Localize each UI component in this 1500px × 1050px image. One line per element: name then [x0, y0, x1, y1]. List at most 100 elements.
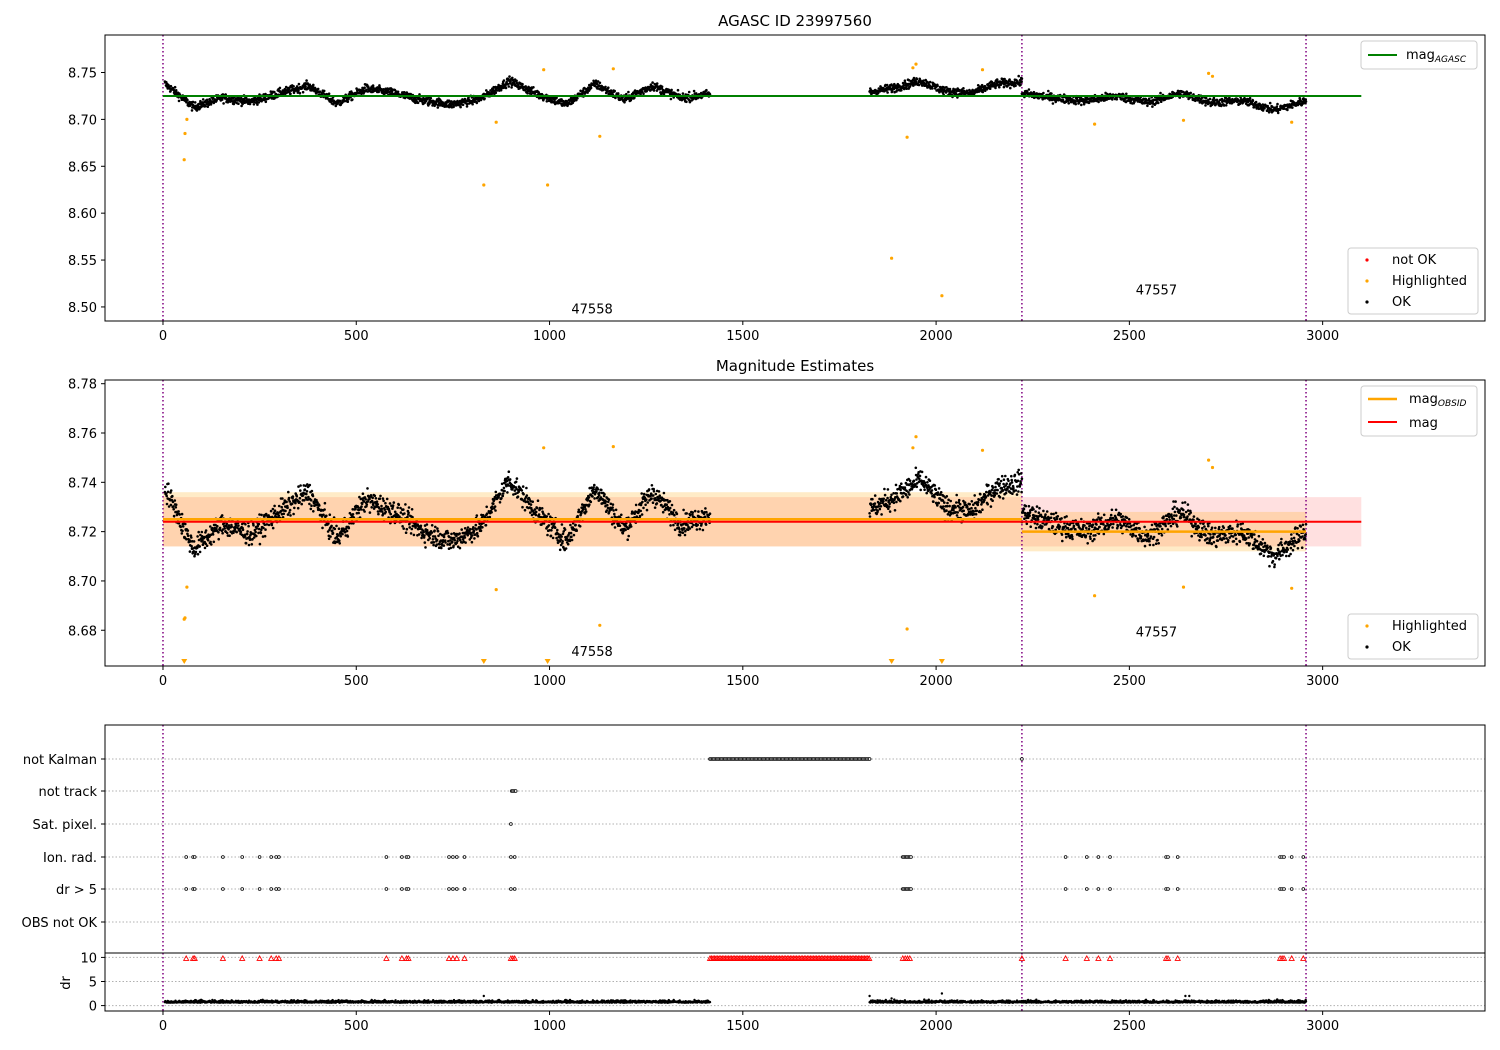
- ok-point: [288, 511, 291, 514]
- ok-point: [371, 496, 375, 500]
- ok-point: [900, 482, 903, 486]
- ok-point: [459, 105, 462, 109]
- ok-point: [341, 532, 344, 536]
- ok-point: [683, 533, 687, 537]
- ok-point: [570, 538, 574, 542]
- ok-point: [385, 497, 389, 501]
- ok-point: [886, 91, 889, 94]
- ok-point: [886, 496, 889, 500]
- legend-mag-agasc-subscript: AGASC: [1434, 55, 1467, 65]
- ok-point: [1251, 99, 1255, 103]
- ok-point: [380, 504, 383, 508]
- ok-point: [901, 495, 905, 498]
- ok-point: [955, 501, 958, 504]
- ok-point: [604, 500, 608, 503]
- ok-point: [930, 489, 934, 492]
- ok-point: [254, 530, 257, 534]
- ok-point: [257, 101, 261, 104]
- ok-point: [934, 488, 938, 492]
- ok-point: [1275, 105, 1279, 108]
- ok-point: [243, 535, 247, 538]
- ok-point: [299, 484, 302, 487]
- ok-point: [1204, 96, 1208, 100]
- ok-point: [1060, 533, 1064, 536]
- ok-point: [174, 503, 178, 507]
- ok-point: [259, 531, 263, 535]
- ok-point: [912, 76, 916, 80]
- ok-point: [937, 501, 940, 505]
- ok-point: [961, 505, 965, 509]
- ok-point: [616, 92, 620, 95]
- ok-point: [284, 509, 287, 513]
- ok-point: [351, 513, 355, 516]
- ok-point: [521, 505, 524, 509]
- ok-point: [1080, 103, 1083, 107]
- ok-point: [1049, 516, 1053, 519]
- ok-point: [882, 500, 885, 503]
- ok-point: [581, 89, 585, 92]
- ok-point: [1050, 92, 1053, 95]
- ok-point: [1025, 522, 1029, 526]
- ok-point: [678, 527, 681, 531]
- ok-point: [173, 85, 177, 89]
- ok-point: [903, 81, 907, 85]
- ok-point: [673, 513, 676, 517]
- ok-point: [311, 494, 315, 498]
- ok-point: [588, 503, 591, 507]
- ok-point: [507, 85, 511, 88]
- ok-point: [304, 85, 307, 89]
- ok-point: [264, 528, 267, 531]
- ok-point: [885, 83, 889, 87]
- ok-point: [1056, 515, 1060, 518]
- ok-point: [1042, 509, 1045, 513]
- ok-point: [638, 514, 642, 518]
- ok-point: [381, 497, 385, 500]
- ok-point: [668, 513, 671, 516]
- ok-point: [305, 492, 308, 496]
- ok-point: [460, 528, 464, 531]
- ok-point: [412, 533, 416, 537]
- ok-point: [308, 502, 311, 506]
- ok-point: [351, 98, 354, 101]
- ok-point: [1064, 535, 1068, 539]
- ok-point: [452, 544, 455, 548]
- ok-point: [998, 495, 1002, 499]
- ok-point: [186, 534, 190, 537]
- ok-point: [642, 92, 645, 95]
- ok-point: [210, 543, 213, 546]
- ok-point: [574, 523, 577, 527]
- ok-point: [407, 506, 411, 509]
- ok-point: [475, 101, 479, 105]
- highlighted-point: [1181, 118, 1186, 122]
- ok-point: [290, 502, 294, 506]
- ok-point: [252, 524, 255, 527]
- ok-point: [492, 502, 495, 506]
- ok-point: [1197, 96, 1201, 100]
- ok-point: [186, 529, 190, 532]
- ok-point: [296, 506, 300, 510]
- ok-point: [900, 89, 903, 92]
- ok-point: [495, 89, 499, 92]
- highlighted-point: [1290, 120, 1294, 124]
- ok-point: [262, 526, 265, 530]
- ok-point: [531, 500, 534, 504]
- ok-point: [522, 492, 525, 496]
- ok-point: [560, 523, 564, 526]
- ok-point: [1248, 96, 1252, 100]
- ok-point: [258, 542, 262, 546]
- ok-point: [1147, 97, 1151, 100]
- ok-point: [257, 522, 261, 526]
- ok-point: [1291, 106, 1294, 109]
- panel-1-axes: 0 500 1000 1500 2000 2500 30008.508.558.608.65…: [68, 67, 1339, 344]
- ok-point: [316, 87, 320, 91]
- ok-point: [407, 511, 410, 515]
- ok-point: [252, 536, 256, 539]
- ok-point: [672, 523, 675, 527]
- ok-point: [237, 524, 240, 527]
- ok-point: [581, 92, 584, 96]
- ok-point: [165, 494, 168, 498]
- ok-point: [970, 506, 973, 510]
- ok-point: [1017, 74, 1020, 78]
- ok-point: [1060, 517, 1063, 520]
- ok-point: [378, 497, 382, 501]
